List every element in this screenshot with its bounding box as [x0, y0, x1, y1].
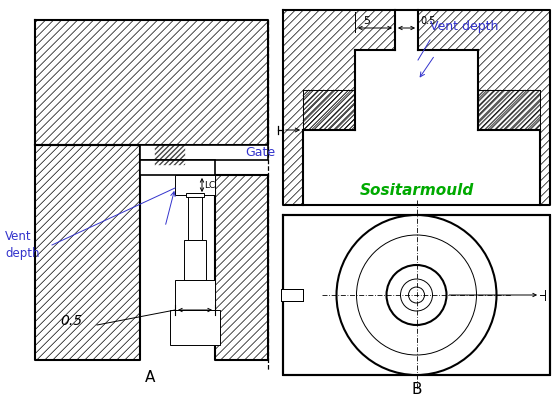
Text: B: B — [411, 382, 422, 397]
Text: 0.5: 0.5 — [420, 16, 435, 26]
Bar — [395, 10, 418, 55]
Text: Vent
depth: Vent depth — [5, 231, 39, 260]
Circle shape — [409, 287, 425, 303]
Bar — [281, 289, 303, 301]
Text: 0.5: 0.5 — [60, 314, 82, 328]
Bar — [355, 50, 478, 130]
Text: Gate: Gate — [245, 145, 275, 158]
Text: LC: LC — [204, 181, 215, 189]
Text: Sositarmould: Sositarmould — [360, 183, 474, 198]
Circle shape — [387, 265, 446, 325]
Bar — [175, 280, 215, 310]
Bar — [186, 193, 204, 197]
Bar — [140, 160, 215, 175]
Bar — [140, 145, 268, 160]
Bar — [283, 215, 550, 375]
Bar — [184, 240, 206, 280]
Text: 5: 5 — [363, 16, 371, 26]
Text: A: A — [145, 370, 155, 385]
Bar — [188, 195, 202, 240]
Text: Vent width: Vent width — [552, 365, 553, 397]
Bar — [170, 310, 220, 345]
Bar — [175, 175, 215, 195]
Text: Vent depth: Vent depth — [430, 20, 498, 33]
Circle shape — [357, 235, 477, 355]
Circle shape — [336, 215, 497, 375]
Circle shape — [400, 279, 432, 311]
Bar — [303, 130, 540, 205]
